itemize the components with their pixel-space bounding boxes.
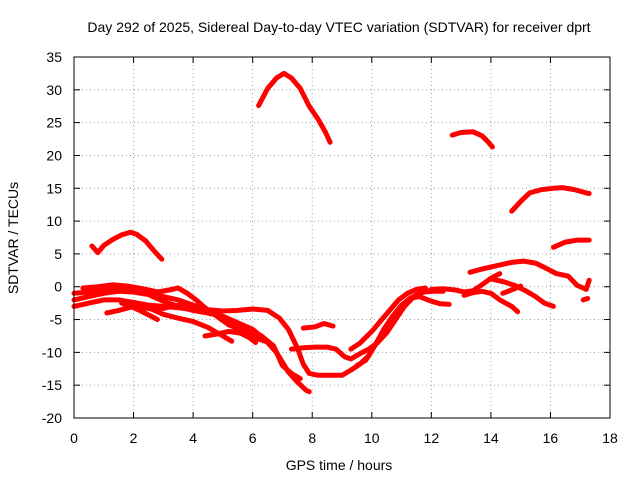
y-tick-label: 30: [46, 82, 62, 98]
y-axis-title: SDTVAR / TECUs: [5, 182, 21, 294]
y-tick-label: 5: [54, 246, 62, 262]
series-arc-21: [488, 276, 556, 309]
y-tick-label: -5: [50, 312, 63, 328]
y-tick-label: 35: [46, 49, 62, 65]
series-arc-17: [354, 294, 452, 368]
series-arc-3: [449, 129, 495, 150]
x-tick-label: 12: [424, 430, 440, 446]
series-arc-22: [500, 283, 524, 296]
axis-ticks: [73, 56, 611, 419]
x-tick-label: 14: [483, 430, 499, 446]
series-arc-8: [71, 297, 303, 382]
series-arc-9: [80, 282, 268, 344]
series-arc-12: [119, 300, 160, 322]
x-tick-label: 6: [249, 430, 257, 446]
x-tick-label: 16: [543, 430, 559, 446]
y-tick-labels: -20 -15 -10 -5 0 5 10 15 20 25 30 35: [42, 49, 62, 426]
series-layer: [71, 70, 592, 395]
series-arc-18: [428, 271, 503, 295]
series-arc-5: [550, 237, 592, 250]
series-arc-20: [467, 258, 592, 292]
x-tick-labels: 0 2 4 6 8 10 12 14 16 18: [70, 430, 618, 446]
series-arc-15: [300, 321, 336, 331]
x-tick-label: 8: [308, 430, 316, 446]
series-arc-23: [580, 296, 591, 303]
y-tick-label: 10: [46, 213, 62, 229]
series-arc-13: [202, 328, 259, 345]
x-tick-label: 2: [130, 430, 138, 446]
series-arc-4: [509, 185, 592, 214]
y-tick-label: -20: [42, 410, 62, 426]
y-tick-label: -15: [42, 377, 62, 393]
x-tick-label: 0: [70, 430, 78, 446]
y-tick-label: 20: [46, 147, 62, 163]
y-tick-label: 0: [54, 279, 62, 295]
x-axis-title: GPS time / hours: [286, 457, 393, 473]
series-arc-2: [256, 70, 333, 145]
x-tick-label: 4: [189, 430, 197, 446]
grid-lines: [74, 57, 610, 418]
plot-frame: [73, 56, 611, 419]
series-arc-19: [461, 288, 521, 315]
x-tick-label: 10: [364, 430, 380, 446]
series-arc-16: [348, 285, 428, 352]
y-tick-label: -10: [42, 344, 62, 360]
y-tick-label: 25: [46, 115, 62, 131]
y-tick-label: 15: [46, 180, 62, 196]
chart-title: Day 292 of 2025, Sidereal Day-to-day VTE…: [87, 19, 590, 35]
series-arc-1: [89, 229, 165, 262]
x-tick-label: 18: [602, 430, 618, 446]
